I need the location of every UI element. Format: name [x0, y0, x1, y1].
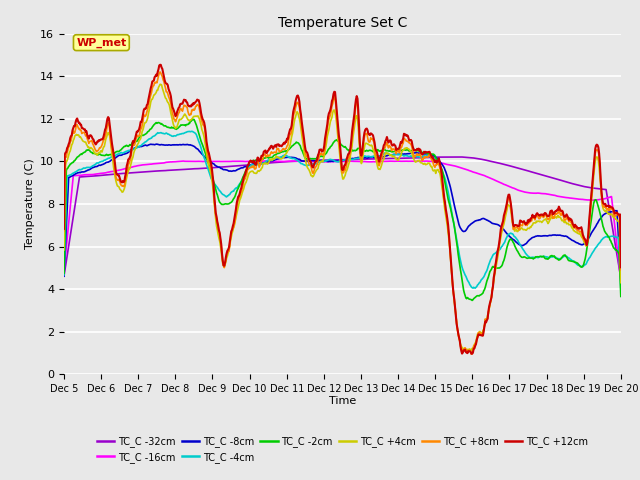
TC_C -8cm — [214, 164, 222, 170]
TC_C -16cm — [428, 158, 435, 164]
TC_C -4cm — [127, 147, 135, 153]
TC_C +8cm — [411, 154, 419, 160]
TC_C +12cm — [185, 103, 193, 109]
TC_C +12cm — [60, 226, 68, 232]
TC_C +4cm — [127, 160, 135, 166]
Line: TC_C +12cm: TC_C +12cm — [64, 65, 621, 354]
TC_C -4cm — [428, 154, 435, 159]
TC_C +4cm — [60, 247, 68, 253]
TC_C -2cm — [189, 116, 196, 122]
TC_C -2cm — [60, 270, 68, 276]
TC_C -4cm — [214, 186, 222, 192]
Y-axis label: Temperature (C): Temperature (C) — [24, 158, 35, 250]
TC_C -16cm — [60, 268, 68, 274]
TC_C -32cm — [454, 154, 461, 160]
TC_C -8cm — [185, 142, 193, 148]
TC_C -2cm — [617, 294, 625, 300]
TC_C -16cm — [70, 173, 78, 179]
TC_C -8cm — [411, 150, 419, 156]
TC_C -8cm — [127, 147, 135, 153]
TC_C +8cm — [428, 156, 435, 161]
Line: TC_C +8cm: TC_C +8cm — [64, 72, 621, 354]
TC_C +4cm — [428, 164, 435, 169]
TC_C -32cm — [426, 155, 434, 160]
TC_C +12cm — [468, 351, 476, 357]
TC_C -32cm — [410, 155, 418, 161]
TC_C -16cm — [262, 158, 269, 164]
TC_C +4cm — [185, 118, 193, 123]
X-axis label: Time: Time — [329, 396, 356, 406]
TC_C +8cm — [467, 351, 475, 357]
TC_C -16cm — [214, 158, 221, 164]
TC_C -2cm — [127, 142, 135, 148]
TC_C -4cm — [70, 170, 78, 176]
Line: TC_C -16cm: TC_C -16cm — [64, 161, 621, 281]
TC_C +4cm — [465, 348, 472, 353]
TC_C +8cm — [70, 131, 78, 136]
TC_C -32cm — [214, 165, 221, 170]
TC_C +8cm — [617, 267, 625, 273]
TC_C -2cm — [468, 298, 476, 303]
TC_C -8cm — [60, 273, 68, 279]
TC_C -2cm — [411, 147, 419, 153]
TC_C +12cm — [428, 153, 435, 158]
TC_C -4cm — [60, 272, 68, 278]
TC_C -32cm — [127, 170, 135, 176]
TC_C -8cm — [70, 172, 78, 178]
TC_C -16cm — [411, 158, 419, 164]
TC_C -8cm — [428, 152, 435, 158]
TC_C -32cm — [60, 273, 68, 279]
TC_C +8cm — [127, 151, 135, 157]
TC_C -4cm — [411, 153, 419, 159]
TC_C +4cm — [617, 280, 625, 286]
TC_C +8cm — [60, 228, 68, 234]
TC_C +4cm — [214, 231, 222, 237]
TC_C +8cm — [214, 223, 222, 229]
TC_C +8cm — [156, 69, 164, 75]
Line: TC_C -32cm: TC_C -32cm — [64, 157, 621, 278]
Line: TC_C +4cm: TC_C +4cm — [64, 84, 621, 350]
TC_C -16cm — [184, 158, 192, 164]
TC_C -2cm — [184, 121, 192, 127]
TC_C -4cm — [617, 286, 625, 291]
TC_C -16cm — [617, 278, 625, 284]
TC_C +12cm — [127, 146, 135, 152]
Line: TC_C -8cm: TC_C -8cm — [64, 144, 621, 278]
TC_C -32cm — [70, 209, 78, 215]
Line: TC_C -4cm: TC_C -4cm — [64, 132, 621, 288]
TC_C +4cm — [70, 136, 78, 142]
Title: Temperature Set C: Temperature Set C — [278, 16, 407, 30]
TC_C -32cm — [617, 275, 625, 281]
TC_C +12cm — [156, 62, 164, 68]
TC_C -8cm — [617, 276, 625, 281]
Legend: TC_C -32cm, TC_C -16cm, TC_C -8cm, TC_C -4cm, TC_C -2cm, TC_C +4cm, TC_C +8cm, T: TC_C -32cm, TC_C -16cm, TC_C -8cm, TC_C … — [93, 432, 592, 467]
TC_C +12cm — [70, 123, 78, 129]
TC_C -2cm — [428, 151, 435, 157]
TC_C +4cm — [411, 158, 419, 164]
Line: TC_C -2cm: TC_C -2cm — [64, 119, 621, 300]
TC_C -4cm — [184, 129, 192, 134]
TC_C -8cm — [153, 141, 161, 147]
TC_C -2cm — [214, 195, 222, 201]
TC_C -32cm — [184, 166, 192, 172]
Text: WP_met: WP_met — [76, 37, 127, 48]
TC_C +4cm — [156, 82, 164, 87]
TC_C +8cm — [185, 111, 193, 117]
TC_C -2cm — [70, 158, 78, 164]
TC_C +12cm — [411, 147, 419, 153]
TC_C -4cm — [188, 129, 196, 134]
TC_C -16cm — [127, 164, 135, 170]
TC_C +12cm — [214, 223, 222, 228]
TC_C +12cm — [617, 264, 625, 270]
